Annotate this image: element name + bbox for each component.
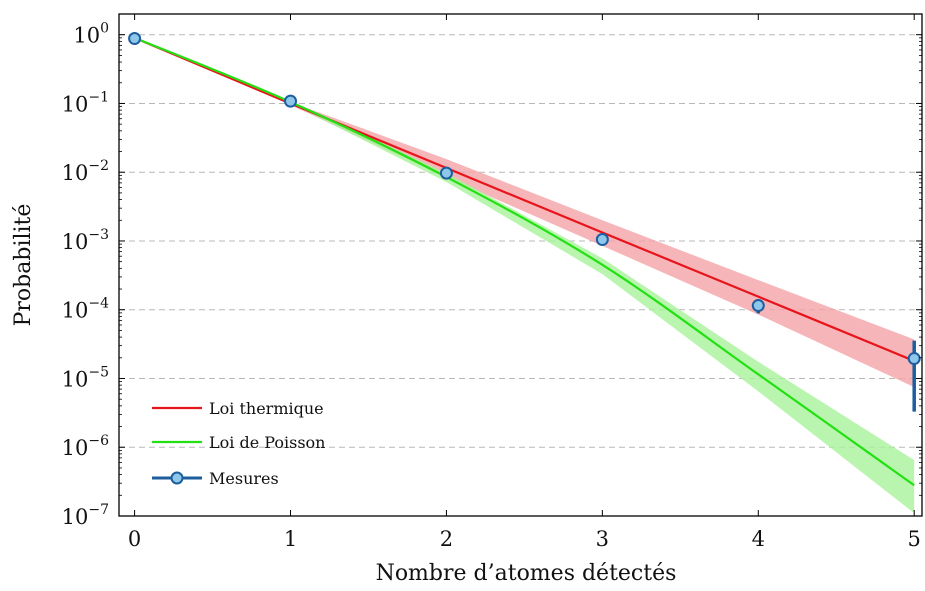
data-point [595,233,609,247]
y-tick-label: 10−7 [62,502,109,529]
data-point [439,166,453,180]
data-point [284,94,298,108]
legend: Loi thermique Loi de Poisson Mesures [152,399,325,488]
plot-frame [118,13,923,517]
data-point [128,32,142,46]
legend-swatch-mesures-marker [170,471,184,485]
x-tick-label: 4 [752,527,765,551]
x-tick-label: 2 [440,527,453,551]
y-tick-label: 10−4 [62,296,109,323]
y-tick-label: 10−1 [62,89,109,116]
data-point [907,352,921,366]
line-loi-de-poisson [134,36,915,487]
lines [134,36,915,487]
x-tick-label: 1 [284,527,297,551]
y-tick-label: 10−5 [62,364,109,391]
points [128,32,921,412]
axes: 0 1 2 3 4 5 100 10−1 10−2 10−3 10−4 10−5 10−6 10−7 [62,13,923,551]
x-tick-label: 3 [596,527,609,551]
legend-label: Loi thermique [209,399,324,418]
x-axis-title: Nombre d’atomes détectés [376,561,677,586]
band-loi-thermique [134,37,915,388]
y-axis-title: Probabilité [11,204,36,327]
x-tick-label: 0 [128,527,141,551]
legend-label: Loi de Poisson [209,433,325,452]
grid [119,34,922,448]
y-tick-label: 100 [73,21,109,48]
y-tick-label: 10−6 [62,433,109,460]
x-tick-label: 5 [908,527,921,551]
y-tick-label: 10−3 [62,227,109,254]
line-loi-thermique [134,36,915,362]
data-point [751,299,765,313]
y-tick-label: 10−2 [62,158,109,185]
legend-label: Mesures [209,469,279,488]
